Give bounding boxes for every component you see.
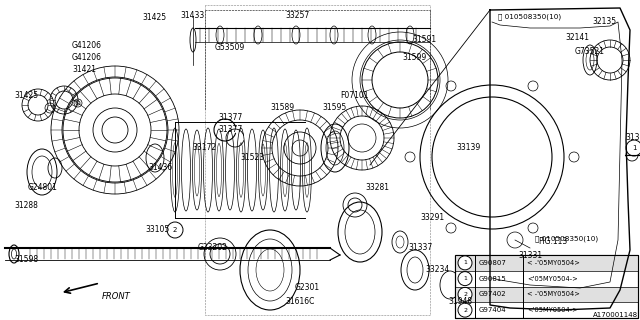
Text: 31377: 31377 bbox=[218, 125, 243, 134]
Text: 31523: 31523 bbox=[240, 154, 264, 163]
Circle shape bbox=[626, 140, 640, 156]
Text: < -'05MY0504>: < -'05MY0504> bbox=[527, 292, 580, 297]
Text: 31425: 31425 bbox=[142, 13, 166, 22]
Text: 33281: 33281 bbox=[365, 183, 389, 193]
Text: < -'05MY0504>: < -'05MY0504> bbox=[527, 260, 580, 266]
Text: G97402: G97402 bbox=[479, 292, 507, 297]
Text: <'05MY0504->: <'05MY0504-> bbox=[527, 307, 578, 313]
Text: 33172: 33172 bbox=[192, 143, 216, 153]
Circle shape bbox=[458, 303, 472, 317]
Text: 31436: 31436 bbox=[148, 164, 172, 172]
Text: 32135: 32135 bbox=[592, 18, 616, 27]
Text: 31598: 31598 bbox=[14, 255, 38, 265]
Text: <'05MY0504->: <'05MY0504-> bbox=[527, 276, 578, 282]
Bar bbox=[455, 255, 638, 318]
Text: 1: 1 bbox=[463, 260, 467, 265]
Text: 31425: 31425 bbox=[14, 92, 38, 100]
Circle shape bbox=[458, 272, 472, 286]
Text: FIG.113: FIG.113 bbox=[538, 237, 567, 246]
Text: 33105: 33105 bbox=[145, 226, 169, 235]
Text: 1: 1 bbox=[632, 145, 636, 151]
Text: 31595: 31595 bbox=[322, 103, 346, 113]
Text: 31616C: 31616C bbox=[285, 298, 314, 307]
Text: 31948: 31948 bbox=[448, 298, 472, 307]
Text: 31288: 31288 bbox=[14, 201, 38, 210]
Text: 33234: 33234 bbox=[425, 266, 449, 275]
Text: 31325: 31325 bbox=[625, 133, 640, 142]
Text: 31331: 31331 bbox=[518, 251, 542, 260]
Text: G23202: G23202 bbox=[198, 244, 228, 252]
Text: 31599: 31599 bbox=[402, 53, 426, 62]
Text: 31421: 31421 bbox=[72, 65, 96, 74]
Text: G41206: G41206 bbox=[72, 52, 102, 61]
Text: 31589: 31589 bbox=[270, 103, 294, 113]
Circle shape bbox=[458, 287, 472, 301]
Text: G53509: G53509 bbox=[215, 44, 245, 52]
Text: F07101: F07101 bbox=[340, 91, 369, 100]
Text: 31377: 31377 bbox=[218, 114, 243, 123]
Text: G90807: G90807 bbox=[479, 260, 507, 266]
Text: G97404: G97404 bbox=[479, 307, 507, 313]
Text: Ⓑ 010508350(10): Ⓑ 010508350(10) bbox=[535, 235, 598, 242]
Bar bbox=[455, 286, 638, 302]
Text: 2: 2 bbox=[463, 292, 467, 297]
Text: 1: 1 bbox=[463, 276, 467, 281]
Text: FRONT: FRONT bbox=[102, 292, 131, 301]
Text: G73521: G73521 bbox=[575, 47, 605, 57]
Bar bbox=[455, 255, 638, 318]
Circle shape bbox=[458, 256, 472, 270]
Text: G2301: G2301 bbox=[295, 284, 320, 292]
Text: Ⓑ 010508350(10): Ⓑ 010508350(10) bbox=[498, 13, 561, 20]
Text: 31337: 31337 bbox=[408, 244, 432, 252]
Bar bbox=[455, 255, 638, 271]
Text: 33139: 33139 bbox=[456, 143, 480, 153]
Text: 2: 2 bbox=[173, 227, 177, 233]
Text: G24801: G24801 bbox=[28, 183, 58, 193]
Text: 32141: 32141 bbox=[565, 34, 589, 43]
Circle shape bbox=[167, 222, 183, 238]
Text: 33257: 33257 bbox=[285, 11, 309, 20]
Text: G41206: G41206 bbox=[72, 41, 102, 50]
Text: 33291: 33291 bbox=[420, 213, 444, 222]
Text: 31591: 31591 bbox=[412, 36, 436, 44]
Text: A170001148: A170001148 bbox=[593, 312, 638, 318]
Ellipse shape bbox=[9, 245, 19, 263]
Text: 31433: 31433 bbox=[180, 11, 204, 20]
Text: 2: 2 bbox=[463, 308, 467, 313]
Text: G90815: G90815 bbox=[479, 276, 507, 282]
